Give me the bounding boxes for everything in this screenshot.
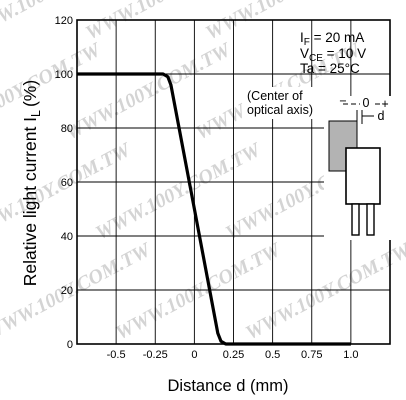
- diagram-sensor-body: [345, 147, 381, 205]
- y-tick-label: 20: [61, 285, 73, 297]
- condition-ta: Ta = 25°C: [300, 61, 360, 76]
- series-line: [77, 72, 351, 346]
- y-tick-label: 120: [55, 15, 73, 27]
- y-tick-label: 80: [61, 123, 73, 135]
- y-tick-label: 100: [55, 69, 73, 81]
- condition-vce: VCE = 10 V: [300, 46, 366, 64]
- y-tick-label: 60: [61, 177, 73, 189]
- axis-note: (Center of optical axis): [244, 87, 336, 119]
- y-axis-label-unit: (%): [20, 80, 40, 107]
- condition-if-main: I: [300, 30, 304, 45]
- diagram-lead-left: [351, 203, 360, 236]
- axis-note-line-1: (Center of: [247, 89, 303, 103]
- condition-if-value: = 20 mA: [310, 30, 364, 45]
- x-tick-label: 0.25: [223, 349, 244, 361]
- x-axis-label: Distance d (mm): [167, 377, 288, 395]
- condition-if: IF = 20 mA: [300, 30, 364, 48]
- x-tick-label: -0.25: [143, 349, 168, 361]
- x-tick-label: 0: [191, 349, 197, 361]
- diagram-plus-label: +: [381, 97, 388, 111]
- diagram-d-label: d: [378, 109, 385, 123]
- x-tick-label: 0.5: [265, 349, 280, 361]
- y-tick-label: 0: [67, 339, 73, 351]
- y-tick-label: 40: [61, 231, 73, 243]
- condition-vce-sub: CE: [309, 53, 323, 64]
- condition-vce-value: = 10 V: [323, 46, 366, 61]
- tick-labels: 0 20 40 60 80 100 120 -0.5 -0.25 0 0.25 0.5 0.75 1.0: [55, 15, 359, 361]
- x-tick-label: -0.5: [107, 349, 126, 361]
- sensor-diagram: 0 − + d: [324, 94, 392, 240]
- conditions-block: IF = 20 mA VCE = 10 V Ta = 25°C: [300, 30, 366, 76]
- y-axis-label: Relative light current IL (%): [20, 80, 43, 286]
- x-tick-label: 1.0: [343, 349, 358, 361]
- diagram-zero-label: 0: [363, 96, 370, 110]
- x-tick-label: 0.75: [301, 349, 322, 361]
- diagram-zero-bg: [360, 96, 372, 109]
- y-axis-label-main: Relative light current I: [20, 117, 40, 286]
- diagram-minus-label: −: [339, 94, 346, 108]
- curve-layer: [77, 72, 351, 346]
- y-axis-label-sub: L: [29, 110, 43, 117]
- condition-vce-main: V: [300, 46, 309, 61]
- diagram-lead-right: [366, 203, 375, 236]
- axis-note-bg: [244, 87, 336, 119]
- axis-note-line-2: optical axis): [247, 103, 313, 117]
- condition-if-sub: F: [304, 37, 310, 48]
